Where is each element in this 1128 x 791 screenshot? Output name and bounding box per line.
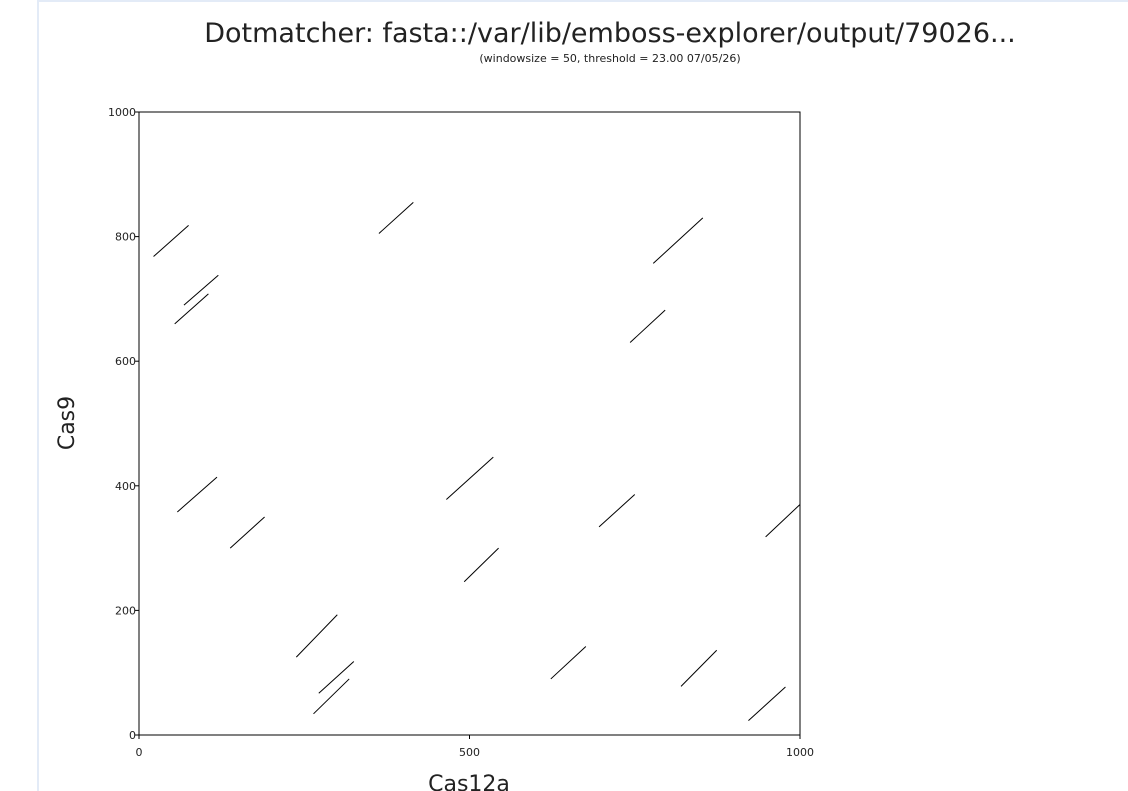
y-tick-label: 600 bbox=[115, 355, 136, 368]
match-segment bbox=[378, 201, 414, 234]
y-axis-label: Cas9 bbox=[55, 396, 80, 450]
match-segment bbox=[748, 686, 786, 722]
axis-ticks: 0 200 400 600 800 1000 0 500 1000 bbox=[108, 106, 814, 759]
match-segment bbox=[153, 225, 189, 257]
match-segment bbox=[229, 516, 265, 549]
x-tick-label: 0 bbox=[136, 746, 143, 759]
plot-area bbox=[138, 111, 801, 736]
match-segment bbox=[680, 649, 718, 687]
match-segment bbox=[295, 614, 338, 658]
match-segment bbox=[463, 547, 499, 583]
x-tick-label: 500 bbox=[459, 746, 480, 759]
match-segment bbox=[550, 646, 587, 680]
y-tick-label: 200 bbox=[115, 604, 136, 617]
chart-title: Dotmatcher: fasta::/var/lib/emboss-explo… bbox=[204, 18, 1016, 49]
match-segment bbox=[629, 309, 666, 343]
chart-subtitle: (windowsize = 50, threshold = 23.00 07/0… bbox=[479, 52, 740, 65]
match-segment bbox=[652, 217, 704, 264]
x-tick-label: 1000 bbox=[786, 746, 814, 759]
match-segment bbox=[318, 661, 355, 694]
y-tick-label: 0 bbox=[129, 729, 136, 742]
y-tick-label: 400 bbox=[115, 480, 136, 493]
y-tick-label: 800 bbox=[115, 231, 136, 244]
x-axis-label: Cas12a bbox=[428, 772, 510, 791]
left-border bbox=[37, 0, 39, 791]
match-segment bbox=[765, 504, 801, 538]
match-segment bbox=[446, 456, 494, 500]
match-segment bbox=[174, 293, 209, 325]
match-segment bbox=[313, 678, 350, 715]
match-segment bbox=[183, 274, 219, 306]
y-tick-label: 1000 bbox=[108, 106, 136, 119]
match-segments bbox=[153, 201, 801, 722]
top-border bbox=[37, 0, 1128, 2]
match-segment bbox=[177, 476, 218, 513]
match-segment bbox=[598, 494, 636, 528]
